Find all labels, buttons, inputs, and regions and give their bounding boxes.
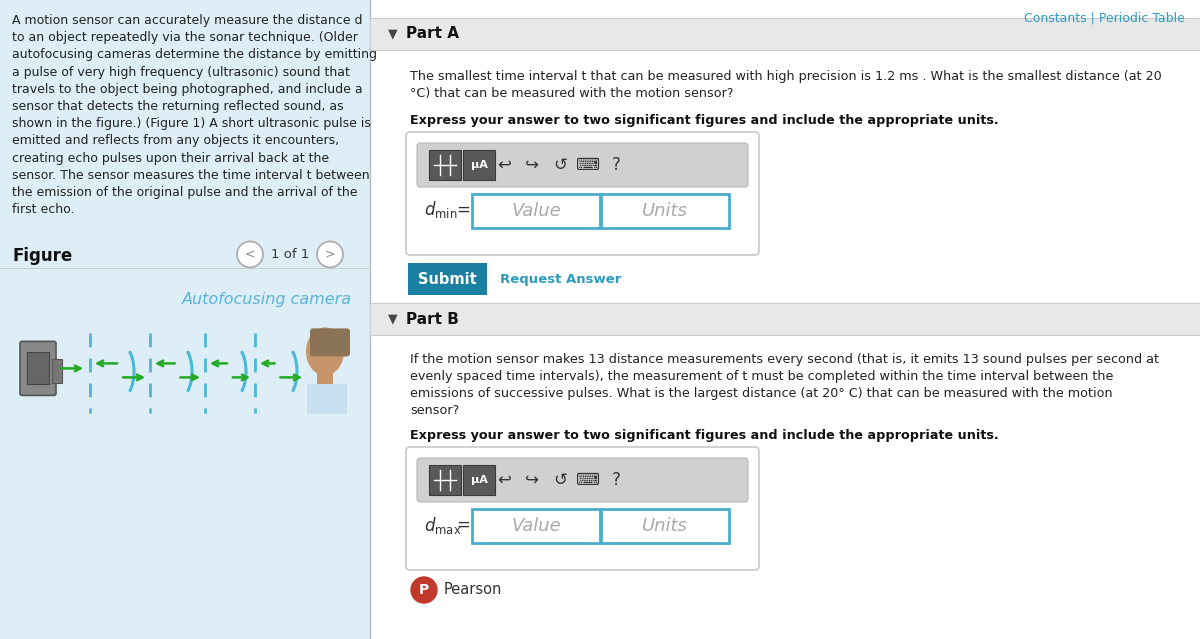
Circle shape bbox=[238, 242, 263, 267]
Text: ↺: ↺ bbox=[553, 471, 566, 489]
Text: ▼: ▼ bbox=[388, 312, 397, 325]
Text: ↪: ↪ bbox=[526, 471, 539, 489]
Text: a pulse of very high frequency (ultrasonic) sound that: a pulse of very high frequency (ultrason… bbox=[12, 66, 350, 79]
Text: 1 of 1: 1 of 1 bbox=[271, 248, 310, 261]
Text: ↺: ↺ bbox=[553, 156, 566, 174]
Text: shown in the figure.) (Figure 1) A short ultrasonic pulse is: shown in the figure.) (Figure 1) A short… bbox=[12, 117, 371, 130]
FancyBboxPatch shape bbox=[370, 18, 1200, 50]
Text: <: < bbox=[245, 248, 256, 261]
FancyBboxPatch shape bbox=[317, 371, 334, 387]
FancyBboxPatch shape bbox=[52, 359, 62, 383]
Text: emitted and reflects from any objects it encounters,: emitted and reflects from any objects it… bbox=[12, 134, 340, 148]
Text: =: = bbox=[456, 201, 470, 219]
Text: to an object repeatedly via the sonar technique. (Older: to an object repeatedly via the sonar te… bbox=[12, 31, 358, 44]
Ellipse shape bbox=[306, 327, 344, 375]
Text: Express your answer to two significant figures and include the appropriate units: Express your answer to two significant f… bbox=[410, 429, 998, 442]
FancyBboxPatch shape bbox=[4, 4, 366, 231]
FancyBboxPatch shape bbox=[472, 509, 600, 543]
Text: ▼: ▼ bbox=[388, 27, 397, 40]
Text: $d_{\rm max}$: $d_{\rm max}$ bbox=[424, 514, 462, 535]
Text: ?: ? bbox=[612, 156, 620, 174]
FancyBboxPatch shape bbox=[20, 341, 56, 396]
Text: Request Answer: Request Answer bbox=[500, 272, 622, 286]
FancyBboxPatch shape bbox=[418, 458, 748, 502]
Text: ↪: ↪ bbox=[526, 156, 539, 174]
Text: Pearson: Pearson bbox=[444, 583, 503, 597]
FancyBboxPatch shape bbox=[307, 385, 347, 415]
Text: °C) that can be measured with the motion sensor?: °C) that can be measured with the motion… bbox=[410, 87, 733, 100]
Text: Units: Units bbox=[642, 202, 688, 220]
Text: =: = bbox=[456, 516, 470, 534]
FancyBboxPatch shape bbox=[463, 465, 496, 495]
Text: ↩: ↩ bbox=[497, 471, 511, 489]
FancyBboxPatch shape bbox=[310, 328, 350, 357]
Text: If the motion sensor makes 13 distance measurements every second (that is, it em: If the motion sensor makes 13 distance m… bbox=[410, 353, 1159, 366]
FancyBboxPatch shape bbox=[406, 447, 760, 570]
Text: Figure: Figure bbox=[12, 247, 72, 265]
Text: Part A: Part A bbox=[406, 26, 458, 42]
Text: ⌨: ⌨ bbox=[576, 156, 600, 174]
Text: first echo.: first echo. bbox=[12, 203, 74, 216]
Text: Units: Units bbox=[642, 517, 688, 535]
Text: $d_{\rm min}$: $d_{\rm min}$ bbox=[424, 199, 457, 220]
Text: autofocusing cameras determine the distance by emitting: autofocusing cameras determine the dista… bbox=[12, 49, 377, 61]
Text: sensor?: sensor? bbox=[410, 404, 460, 417]
FancyBboxPatch shape bbox=[28, 352, 49, 385]
Text: ↩: ↩ bbox=[497, 156, 511, 174]
FancyBboxPatch shape bbox=[408, 263, 487, 295]
Text: travels to the object being photographed, and include a: travels to the object being photographed… bbox=[12, 83, 362, 96]
FancyBboxPatch shape bbox=[406, 132, 760, 255]
FancyBboxPatch shape bbox=[0, 0, 370, 639]
FancyBboxPatch shape bbox=[370, 0, 1200, 639]
Text: sensor. The sensor measures the time interval t between: sensor. The sensor measures the time int… bbox=[12, 169, 370, 182]
Text: Value: Value bbox=[511, 517, 560, 535]
Text: Part B: Part B bbox=[406, 311, 458, 327]
Text: Submit: Submit bbox=[418, 272, 476, 286]
Text: >: > bbox=[325, 248, 335, 261]
Text: sensor that detects the returning reflected sound, as: sensor that detects the returning reflec… bbox=[12, 100, 343, 113]
Text: ⌨: ⌨ bbox=[576, 471, 600, 489]
Text: μΑ: μΑ bbox=[470, 160, 487, 170]
Text: μΑ: μΑ bbox=[470, 475, 487, 485]
FancyBboxPatch shape bbox=[370, 303, 1200, 335]
Text: Value: Value bbox=[511, 202, 560, 220]
FancyBboxPatch shape bbox=[601, 509, 730, 543]
Text: creating echo pulses upon their arrival back at the: creating echo pulses upon their arrival … bbox=[12, 151, 329, 165]
Circle shape bbox=[317, 242, 343, 267]
Text: P: P bbox=[419, 583, 430, 597]
Text: ?: ? bbox=[612, 471, 620, 489]
FancyBboxPatch shape bbox=[430, 150, 461, 180]
Text: the emission of the original pulse and the arrival of the: the emission of the original pulse and t… bbox=[12, 186, 358, 199]
FancyBboxPatch shape bbox=[430, 465, 461, 495]
Text: evenly spaced time intervals), the measurement of t must be completed within the: evenly spaced time intervals), the measu… bbox=[410, 370, 1114, 383]
FancyBboxPatch shape bbox=[472, 194, 600, 228]
Text: The smallest time interval t that can be measured with high precision is 1.2 ms : The smallest time interval t that can be… bbox=[410, 70, 1162, 83]
FancyBboxPatch shape bbox=[601, 194, 730, 228]
Text: Express your answer to two significant figures and include the appropriate units: Express your answer to two significant f… bbox=[410, 114, 998, 127]
Circle shape bbox=[410, 577, 437, 603]
FancyBboxPatch shape bbox=[418, 143, 748, 187]
Text: Constants | Periodic Table: Constants | Periodic Table bbox=[1024, 12, 1186, 25]
FancyBboxPatch shape bbox=[463, 150, 496, 180]
Text: Autofocusing camera: Autofocusing camera bbox=[181, 293, 352, 307]
Text: A motion sensor can accurately measure the distance d: A motion sensor can accurately measure t… bbox=[12, 14, 362, 27]
Text: emissions of successive pulses. What is the largest distance (at 20° C) that can: emissions of successive pulses. What is … bbox=[410, 387, 1112, 400]
